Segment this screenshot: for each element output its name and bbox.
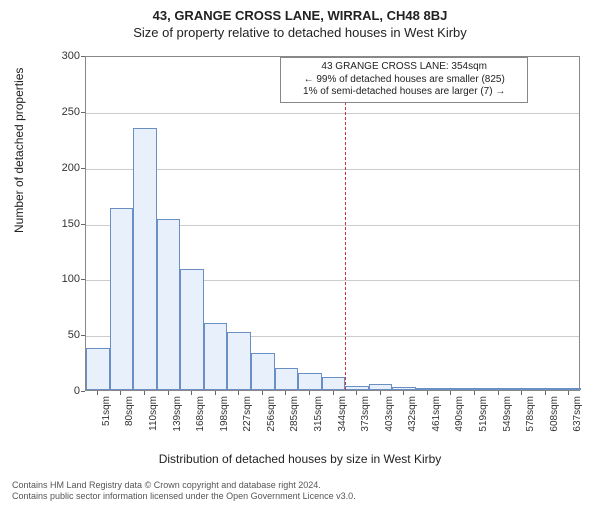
x-tick-mark [474, 391, 475, 395]
x-tick-mark [427, 391, 428, 395]
histogram-bar [204, 323, 228, 390]
y-tick-label: 250 [50, 106, 80, 118]
x-tick-label: 519sqm [478, 396, 489, 432]
annotation-line: ← 99% of detached houses are smaller (82… [287, 74, 521, 87]
x-tick-label: 578sqm [525, 396, 536, 432]
y-tick-label: 100 [50, 273, 80, 285]
x-tick-mark [97, 391, 98, 395]
x-tick-mark [356, 391, 357, 395]
histogram-bar [534, 388, 558, 390]
plot-area: 43 GRANGE CROSS LANE: 354sqm← 99% of det… [85, 56, 580, 391]
x-tick-mark [403, 391, 404, 395]
histogram-bar [345, 386, 369, 390]
footer-line2: Contains public sector information licen… [12, 491, 356, 502]
histogram-bar [227, 332, 251, 390]
histogram-bar [157, 219, 181, 390]
histogram-bar [487, 388, 511, 390]
y-tick-mark [81, 168, 85, 169]
histogram-bar [510, 388, 534, 390]
histogram-bar [133, 128, 157, 390]
annotation-box: 43 GRANGE CROSS LANE: 354sqm← 99% of det… [280, 57, 528, 103]
footer-line1: Contains HM Land Registry data © Crown c… [12, 480, 356, 491]
x-tick-label: 227sqm [242, 396, 253, 432]
y-tick-mark [81, 112, 85, 113]
x-tick-label: 373sqm [360, 396, 371, 432]
x-tick-label: 110sqm [148, 396, 159, 431]
y-tick-label: 0 [50, 385, 80, 397]
histogram-bar [463, 388, 487, 390]
y-tick-label: 50 [50, 329, 80, 341]
x-tick-label: 344sqm [337, 396, 348, 432]
x-tick-mark [333, 391, 334, 395]
histogram-chart: 43 GRANGE CROSS LANE: 354sqm← 99% of det… [60, 56, 580, 416]
histogram-bar [369, 384, 393, 390]
x-tick-label: 432sqm [407, 396, 418, 432]
histogram-bar [416, 388, 440, 390]
y-tick-label: 300 [50, 50, 80, 62]
x-tick-mark [144, 391, 145, 395]
x-tick-label: 198sqm [219, 396, 230, 432]
x-tick-label: 549sqm [502, 396, 513, 432]
y-tick-mark [81, 335, 85, 336]
x-tick-label: 490sqm [454, 396, 465, 432]
x-tick-label: 403sqm [384, 396, 395, 432]
x-tick-mark [498, 391, 499, 395]
page-title-address: 43, GRANGE CROSS LANE, WIRRAL, CH48 8BJ [0, 8, 600, 23]
y-tick-label: 150 [50, 218, 80, 230]
y-tick-mark [81, 224, 85, 225]
x-tick-mark [120, 391, 121, 395]
histogram-bar [180, 269, 204, 390]
x-tick-mark [545, 391, 546, 395]
x-tick-mark [215, 391, 216, 395]
x-tick-label: 608sqm [549, 396, 560, 432]
x-tick-mark [191, 391, 192, 395]
y-tick-mark [81, 56, 85, 57]
x-axis-label: Distribution of detached houses by size … [0, 452, 600, 466]
x-tick-mark [262, 391, 263, 395]
x-tick-label: 315sqm [313, 396, 324, 432]
y-tick-mark [81, 279, 85, 280]
histogram-bar [440, 388, 464, 390]
annotation-line: 1% of semi-detached houses are larger (7… [287, 86, 521, 99]
page-subtitle: Size of property relative to detached ho… [0, 25, 600, 40]
y-tick-label: 200 [50, 162, 80, 174]
y-tick-mark [81, 391, 85, 392]
gridline [86, 169, 579, 170]
histogram-bar [322, 377, 346, 390]
annotation-line: 43 GRANGE CROSS LANE: 354sqm [287, 61, 521, 74]
x-tick-mark [450, 391, 451, 395]
x-tick-mark [168, 391, 169, 395]
histogram-bar [275, 368, 299, 390]
x-tick-label: 80sqm [124, 396, 135, 426]
x-tick-label: 51sqm [101, 396, 112, 426]
x-tick-label: 168sqm [195, 396, 206, 432]
x-tick-label: 139sqm [172, 396, 183, 432]
x-tick-label: 285sqm [289, 396, 300, 432]
property-marker-line [345, 57, 346, 390]
histogram-bar [298, 373, 322, 390]
x-tick-mark [380, 391, 381, 395]
attribution-footer: Contains HM Land Registry data © Crown c… [12, 480, 356, 503]
x-tick-label: 637sqm [572, 396, 583, 432]
x-tick-label: 461sqm [431, 396, 442, 432]
histogram-bar [86, 348, 110, 390]
x-tick-mark [309, 391, 310, 395]
histogram-bar [110, 208, 134, 390]
gridline [86, 113, 579, 114]
x-tick-label: 256sqm [266, 396, 277, 432]
x-tick-mark [568, 391, 569, 395]
histogram-bar [251, 353, 275, 390]
histogram-bar [557, 388, 581, 390]
x-tick-mark [238, 391, 239, 395]
histogram-bar [392, 387, 416, 390]
y-axis-label: Number of detached properties [12, 68, 26, 233]
x-tick-mark [285, 391, 286, 395]
x-tick-mark [521, 391, 522, 395]
